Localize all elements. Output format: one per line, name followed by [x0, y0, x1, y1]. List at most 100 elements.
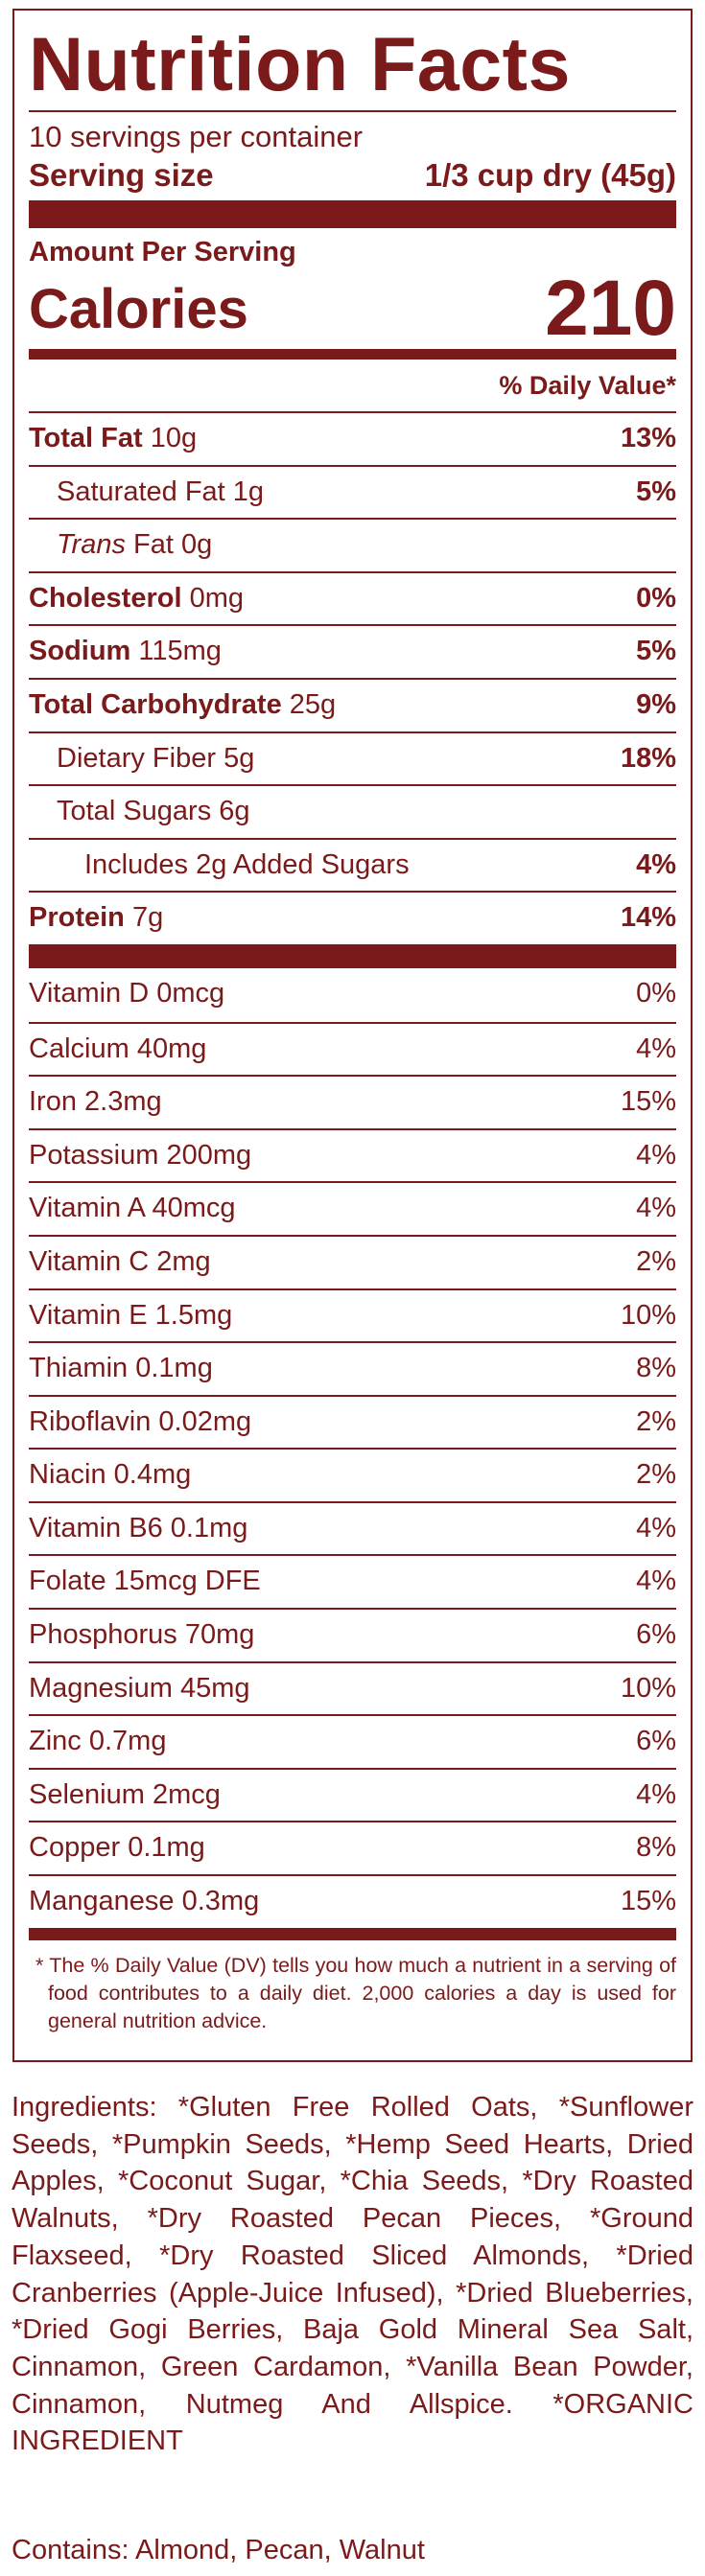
nutrient-amount: 0.7mg — [88, 1726, 167, 1757]
daily-value: 4% — [636, 1566, 676, 1597]
nutrient-row: Zinc 0.7mg 6% — [29, 1714, 676, 1768]
nutrient: Vitamin E 1.5mg — [29, 1290, 232, 1342]
daily-value: 2% — [636, 1405, 676, 1437]
nutrition-label: Nutrition Facts 10 servings per containe… — [12, 9, 693, 2062]
nutrient: Zinc 0.7mg — [29, 1716, 166, 1768]
nutrient-row: Total Fat 10g 13% — [29, 411, 676, 465]
daily-value: 5% — [636, 476, 676, 507]
nutrient-amount: 0g — [181, 529, 213, 561]
nutrient-name: Total Carbohydrate — [29, 688, 282, 720]
nutrient-amount: 115mg — [138, 636, 222, 667]
daily-value: 4% — [636, 1139, 676, 1171]
nutrient: Total Carbohydrate 25g — [29, 680, 336, 731]
nutrient: Total Fat 10g — [29, 413, 197, 465]
nutrient-amount: 2mcg — [152, 1778, 221, 1810]
daily-value: 4% — [636, 1193, 676, 1224]
nutrient-amount: 0mg — [189, 582, 245, 614]
nutrient-row: Vitamin A 40mcg 4% — [29, 1181, 676, 1235]
allergens: Contains: Almond, Pecan, Walnut — [12, 2535, 425, 2565]
nutrient-row: Calcium 40mg 4% — [29, 1021, 676, 1076]
daily-value: 15% — [620, 1086, 676, 1118]
nutrient-name: Niacin — [29, 1459, 106, 1491]
nutrient-name: Dietary Fiber — [57, 742, 216, 774]
daily-value: 5% — [636, 636, 676, 667]
daily-value: 15% — [620, 1886, 676, 1917]
daily-value: 10% — [620, 1299, 676, 1331]
nutrient-name: Sodium — [29, 636, 131, 667]
daily-value: 10% — [620, 1672, 676, 1704]
nutrient-amount: 0.3mg — [181, 1886, 260, 1917]
nutrient-name: Phosphorus — [29, 1619, 177, 1651]
nutrient-name: Vitamin E — [29, 1299, 148, 1331]
nutrient: Sodium 115mg — [29, 626, 222, 678]
daily-value: 4% — [636, 1033, 676, 1064]
nutrient-row: Iron 2.3mg 15% — [29, 1075, 676, 1128]
nutrient-row: Vitamin B6 0.1mg 4% — [29, 1500, 676, 1555]
nutrient-amount: 40mcg — [152, 1193, 236, 1224]
nutrient: Vitamin D 0mcg — [29, 968, 224, 1022]
daily-value: 9% — [636, 688, 676, 720]
nutrient: Vitamin B6 0.1mg — [29, 1503, 247, 1555]
medium-rule — [29, 349, 676, 360]
nutrient-amount: 6g — [219, 796, 250, 827]
nutrient: Copper 0.1mg — [29, 1822, 205, 1874]
nutrient-row: Protein 7g 14% — [29, 891, 676, 944]
nutrient: Includes 2g Added Sugars — [29, 840, 410, 892]
nutrient: Niacin 0.4mg — [29, 1450, 191, 1501]
nutrient-name: Thiamin — [29, 1353, 129, 1384]
nutrient: Riboflavin 0.02mg — [29, 1397, 251, 1449]
daily-value: 8% — [636, 1832, 676, 1864]
nutrient-amount: 1g — [232, 476, 265, 507]
dv-header: % Daily Value* — [499, 371, 676, 400]
nutrient-name: Total Fat — [29, 423, 143, 453]
nutrient: Trans Fat 0g — [29, 520, 212, 571]
nutrient-name: Riboflavin — [29, 1405, 152, 1437]
nutrient: Potassium 200mg — [29, 1130, 251, 1182]
nutrient: Calcium 40mg — [29, 1024, 206, 1076]
nutrient-amount: 40mg — [136, 1033, 207, 1064]
calories-value: 210 — [545, 265, 676, 352]
nutrient-name: Vitamin D — [29, 977, 150, 1009]
nutrient: Cholesterol 0mg — [29, 573, 244, 625]
nutrient-name: Potassium — [29, 1139, 159, 1171]
nutrient-row: Total Carbohydrate 25g 9% — [29, 677, 676, 731]
nutrient-row: Trans Fat 0g — [29, 518, 676, 571]
daily-value: 6% — [636, 1726, 676, 1757]
nutrient: Protein 7g — [29, 893, 163, 944]
daily-value: 0% — [636, 582, 676, 614]
servings: 10 servings per container — [29, 120, 364, 153]
daily-value: 4% — [636, 848, 676, 880]
nutrient-amount: 2mg — [156, 1245, 211, 1277]
nutrient-name: Selenium — [29, 1778, 145, 1810]
nutrient: Selenium 2mcg — [29, 1770, 221, 1822]
nutrient: Folate 15mcg DFE — [29, 1556, 261, 1608]
nutrient-row: Total Sugars 6g — [29, 784, 676, 838]
nutrient: Vitamin A 40mcg — [29, 1183, 236, 1235]
nutrient-row: Magnesium 45mg 10% — [29, 1660, 676, 1715]
nutrient-name: Total Sugars — [57, 796, 212, 827]
daily-value: 8% — [636, 1353, 676, 1384]
nutrient-row: Cholesterol 0mg 0% — [29, 570, 676, 625]
daily-value: 6% — [636, 1619, 676, 1651]
nutrient-name: Vitamin C — [29, 1245, 150, 1277]
nutrient-amount: 15mcg DFE — [113, 1566, 261, 1597]
nutrient-name: Cholesterol — [29, 582, 182, 614]
nutrient-row: Vitamin D 0mcg 0% — [29, 968, 676, 1022]
nutrient: Magnesium 45mg — [29, 1663, 250, 1715]
nutrient-amount: 0.4mg — [113, 1459, 192, 1491]
nutrient-row: Vitamin C 2mg 2% — [29, 1234, 676, 1288]
nutrient-amount: 0.1mg — [170, 1512, 248, 1543]
nutrient-amount: 25g — [289, 688, 337, 720]
nutrient-name: Fat — [133, 529, 174, 561]
nutrient: Phosphorus 70mg — [29, 1610, 254, 1661]
nutrient-name: Copper — [29, 1832, 121, 1864]
daily-value: 0% — [636, 977, 676, 1009]
ingredients: Ingredients: *Gluten Free Rolled Oats, *… — [12, 2092, 693, 2457]
nutrient: Iron 2.3mg — [29, 1077, 162, 1128]
nutrient-amount: 200mg — [166, 1139, 252, 1171]
nutrient-row: Manganese 0.3mg 15% — [29, 1874, 676, 1928]
daily-value: 4% — [636, 1778, 676, 1810]
daily-value: 18% — [620, 742, 676, 774]
rule — [29, 110, 676, 112]
